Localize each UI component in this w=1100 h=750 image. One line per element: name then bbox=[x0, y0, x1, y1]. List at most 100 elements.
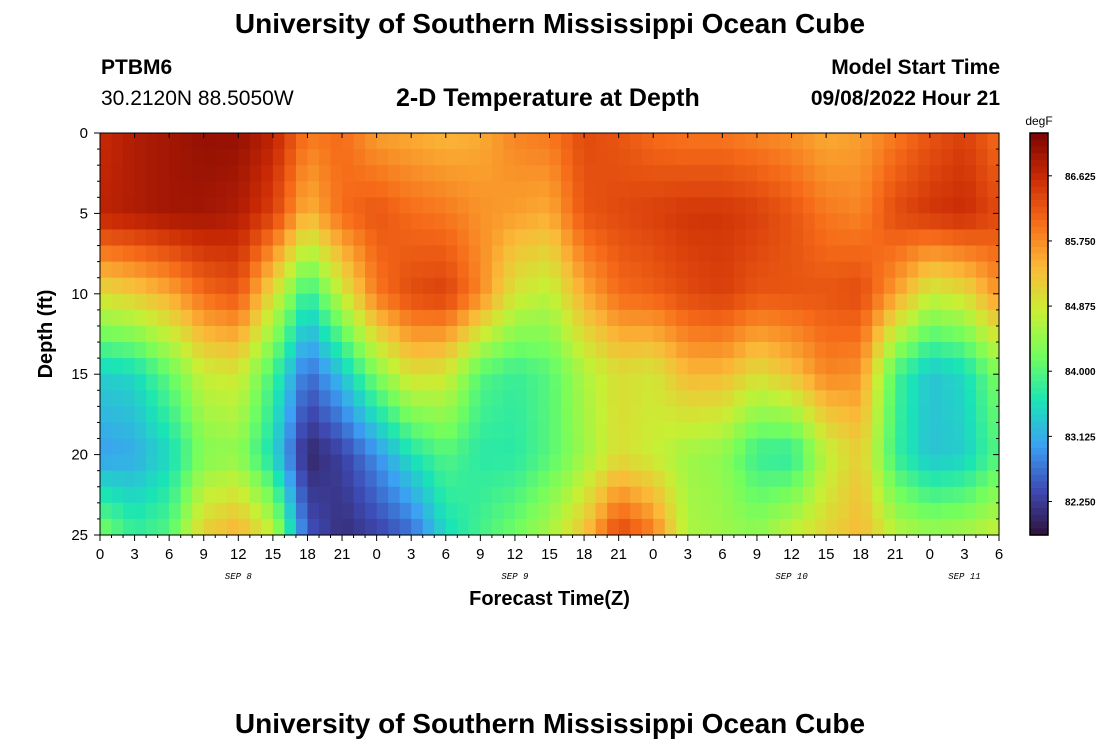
heatmap-cell bbox=[722, 390, 735, 407]
heatmap-cell bbox=[860, 486, 873, 504]
heatmap-cell bbox=[664, 486, 677, 504]
heatmap-cell bbox=[434, 245, 447, 263]
heatmap-cell bbox=[756, 342, 770, 359]
heatmap-cell bbox=[249, 438, 262, 456]
heatmap-cell bbox=[318, 149, 332, 166]
heatmap-cell bbox=[607, 309, 620, 327]
heatmap-cell bbox=[261, 133, 274, 150]
heatmap-cell bbox=[987, 406, 1000, 424]
heatmap-cell bbox=[561, 229, 574, 247]
heatmap-cell bbox=[987, 342, 1000, 359]
heatmap-cell bbox=[561, 374, 574, 391]
heatmap-cell bbox=[111, 309, 124, 327]
heatmap-cell bbox=[561, 213, 574, 231]
heatmap-cell bbox=[445, 245, 458, 263]
heatmap-cell bbox=[411, 454, 424, 472]
heatmap-cell bbox=[480, 165, 493, 182]
heatmap-cell bbox=[261, 197, 274, 214]
heatmap-cell bbox=[607, 229, 620, 247]
heatmap-cell bbox=[434, 422, 447, 440]
heatmap-cell bbox=[514, 181, 528, 198]
heatmap-cell bbox=[353, 502, 366, 520]
heatmap-cell bbox=[964, 261, 977, 279]
x-tick-label: 12 bbox=[230, 546, 247, 563]
heatmap-cell bbox=[307, 325, 320, 343]
heatmap-cell bbox=[584, 229, 597, 247]
heatmap-cell bbox=[111, 374, 124, 391]
heatmap-cell bbox=[561, 165, 574, 182]
heatmap-cell bbox=[445, 277, 458, 295]
heatmap-cell bbox=[503, 390, 516, 407]
heatmap-cell bbox=[595, 422, 608, 440]
heatmap-cell bbox=[607, 374, 620, 391]
heatmap-cell bbox=[676, 406, 689, 424]
heatmap-cell bbox=[422, 293, 435, 311]
heatmap-cell bbox=[987, 502, 1000, 520]
heatmap-cell bbox=[618, 197, 631, 214]
heatmap-cell bbox=[376, 309, 389, 327]
heatmap-cell bbox=[100, 454, 113, 472]
heatmap-cell bbox=[849, 229, 862, 247]
heatmap-cell bbox=[964, 133, 977, 150]
heatmap-cell bbox=[595, 133, 608, 150]
heatmap-cell bbox=[791, 325, 804, 343]
heatmap-cell bbox=[457, 293, 470, 311]
heatmap-cell bbox=[941, 181, 954, 198]
heatmap-cell bbox=[261, 406, 274, 424]
heatmap-cell bbox=[318, 261, 332, 279]
heatmap-cell bbox=[318, 325, 332, 343]
heatmap-cell bbox=[584, 390, 597, 407]
heatmap-cell bbox=[111, 213, 124, 231]
heatmap-cell bbox=[318, 181, 332, 198]
heatmap-cell bbox=[860, 342, 873, 359]
heatmap-cell bbox=[284, 293, 297, 311]
heatmap-cell bbox=[388, 325, 401, 343]
heatmap-cell bbox=[768, 438, 781, 456]
heatmap-cell bbox=[549, 213, 562, 231]
heatmap-cell bbox=[549, 438, 562, 456]
heatmap-cell bbox=[987, 390, 1000, 407]
heatmap-cell bbox=[480, 197, 493, 214]
heatmap-cell bbox=[768, 342, 781, 359]
heatmap-cell bbox=[157, 293, 170, 311]
heatmap-cell bbox=[123, 213, 136, 231]
heatmap-cell bbox=[641, 309, 654, 327]
heatmap-cell bbox=[307, 245, 320, 263]
heatmap-cell bbox=[399, 261, 412, 279]
heatmap-cell bbox=[676, 261, 689, 279]
heatmap-cell bbox=[295, 518, 309, 536]
heatmap-cell bbox=[952, 390, 966, 407]
heatmap-cell bbox=[664, 181, 677, 198]
heatmap-cell bbox=[537, 422, 551, 440]
heatmap-cell bbox=[330, 293, 343, 311]
heatmap-cell bbox=[745, 325, 758, 343]
heatmap-cell bbox=[261, 438, 274, 456]
heatmap-cell bbox=[756, 502, 770, 520]
heatmap-cell bbox=[860, 406, 873, 424]
heatmap-cell bbox=[434, 374, 447, 391]
heatmap-cell bbox=[918, 390, 931, 407]
heatmap-cell bbox=[664, 470, 677, 488]
heatmap-cell bbox=[826, 390, 839, 407]
heatmap-cell bbox=[768, 518, 781, 536]
heatmap-cell bbox=[388, 486, 401, 504]
heatmap-cell bbox=[733, 390, 747, 407]
heatmap-cell bbox=[699, 309, 712, 327]
heatmap-cell bbox=[745, 245, 758, 263]
heatmap-cell bbox=[664, 422, 677, 440]
heatmap-cell bbox=[572, 390, 585, 407]
y-tick-label: 0 bbox=[80, 125, 88, 142]
heatmap-cell bbox=[100, 293, 113, 311]
heatmap-cell bbox=[192, 197, 205, 214]
heatmap-cell bbox=[342, 342, 355, 359]
heatmap-cell bbox=[480, 293, 493, 311]
heatmap-cell bbox=[803, 213, 816, 231]
heatmap-cell bbox=[849, 374, 862, 391]
heatmap-cell bbox=[722, 342, 735, 359]
heatmap-cell bbox=[376, 181, 389, 198]
heatmap-cell bbox=[837, 181, 850, 198]
heatmap-cell bbox=[376, 358, 389, 375]
x-tick-label: 6 bbox=[995, 546, 1003, 563]
heatmap-cell bbox=[561, 486, 574, 504]
